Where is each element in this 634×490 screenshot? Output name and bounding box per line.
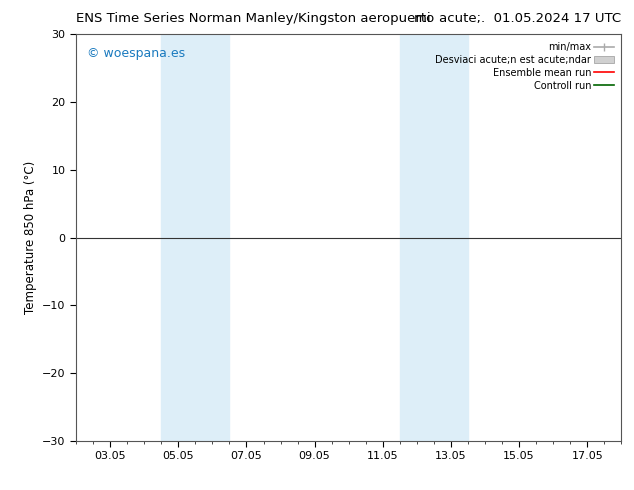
Bar <box>400 34 434 441</box>
Bar <box>161 34 230 441</box>
Bar <box>434 34 468 441</box>
Legend: min/max, Desviaci acute;n est acute;ndar, Ensemble mean run, Controll run: min/max, Desviaci acute;n est acute;ndar… <box>432 39 616 94</box>
Text: ENS Time Series Norman Manley/Kingston aeropuerto: ENS Time Series Norman Manley/Kingston a… <box>76 12 434 25</box>
Y-axis label: Temperature 850 hPa (°C): Temperature 850 hPa (°C) <box>23 161 37 314</box>
Text: © woespana.es: © woespana.es <box>87 47 185 59</box>
Text: mi  acute;.  01.05.2024 17 UTC: mi acute;. 01.05.2024 17 UTC <box>414 12 621 25</box>
